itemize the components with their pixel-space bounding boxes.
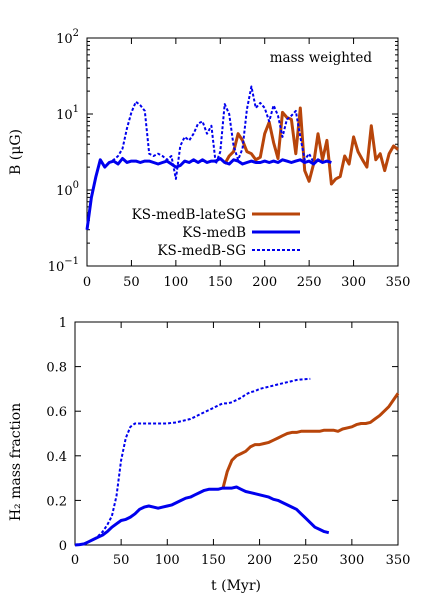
bottom-y-tick-label: 0.8 [46, 361, 67, 376]
bottom-x-tick-label: 150 [201, 553, 226, 568]
bottom-y-tick-label: 0.4 [46, 450, 67, 465]
bottom-y-tick-label: 0 [59, 539, 67, 554]
bottom-x-tick-label: 100 [155, 553, 180, 568]
bottom-series-group [74, 377, 400, 547]
top-x-tick-label: 250 [297, 275, 322, 290]
bottom-x-tick-label: 300 [339, 553, 364, 568]
h2-fraction-panel: 0 50 100 150 200 250 300 350 0 0.2 0.4 0.6 0.8 1 H₂ … [8, 316, 410, 594]
legend-label: KS-medB-SG [157, 243, 246, 259]
top-annotation: mass weighted [270, 50, 373, 66]
top-x-tick-label: 50 [123, 275, 140, 290]
bottom-y-tick-label: 0.6 [46, 405, 67, 420]
top-y-axis-label: B (μG) [8, 129, 24, 175]
top-x-tick-label: 0 [83, 275, 91, 290]
top-series-line-ks-medb-sg [86, 85, 315, 230]
bottom-x-ticks: 0 50 100 150 200 250 300 350 [71, 322, 411, 568]
bottom-y-ticks: 0 0.2 0.4 0.6 0.8 1 [46, 316, 398, 554]
top-series-line-ks-medb [85, 157, 332, 230]
bottom-x-tick-label: 200 [247, 553, 272, 568]
bottom-y-tick-label: 1 [59, 316, 67, 331]
top-y-tick-label: 101 [56, 104, 79, 123]
top-plot-frame [86, 37, 399, 267]
bottom-series-line-ks-medb-sg [74, 377, 311, 546]
top-y-ticks: 10−1 100 101 102 [48, 28, 398, 275]
bottom-y-tick-label: 0.2 [46, 494, 67, 509]
bottom-x-tick-label: 50 [113, 553, 130, 568]
bottom-series-line-ks-medb-latesg [221, 392, 400, 490]
top-x-tick-label: 200 [252, 275, 277, 290]
bottom-y-axis-label: H₂ mass fraction [8, 403, 24, 521]
top-series-line-ks-medb-latesg [223, 106, 399, 186]
legend: KS-medB-lateSG KS-medB KS-medB-SG [132, 207, 300, 259]
top-y-tick-label: 100 [56, 180, 79, 199]
top-x-tick-label: 300 [341, 275, 366, 290]
top-x-ticks: 0 50 100 150 200 250 300 350 [83, 38, 411, 290]
legend-label: KS-medB-lateSG [132, 207, 246, 223]
magnetic-field-panel: 0 50 100 150 200 250 300 350 10−1 100 101 102 mass… [8, 28, 410, 290]
top-x-tick-label: 100 [163, 275, 188, 290]
legend-label: KS-medB [182, 225, 246, 241]
top-series-group [85, 85, 399, 230]
top-y-tick-label: 102 [56, 28, 79, 47]
top-x-tick-label: 350 [386, 275, 411, 290]
bottom-series-line-ks-medb [74, 485, 330, 547]
bottom-x-tick-label: 0 [71, 553, 79, 568]
top-y-tick-label: 10−1 [48, 256, 79, 275]
bottom-x-axis-label: t (Myr) [211, 578, 261, 594]
bottom-x-tick-label: 350 [386, 553, 411, 568]
bottom-x-tick-label: 250 [293, 553, 318, 568]
top-x-tick-label: 150 [208, 275, 233, 290]
bottom-plot-frame [74, 321, 399, 546]
